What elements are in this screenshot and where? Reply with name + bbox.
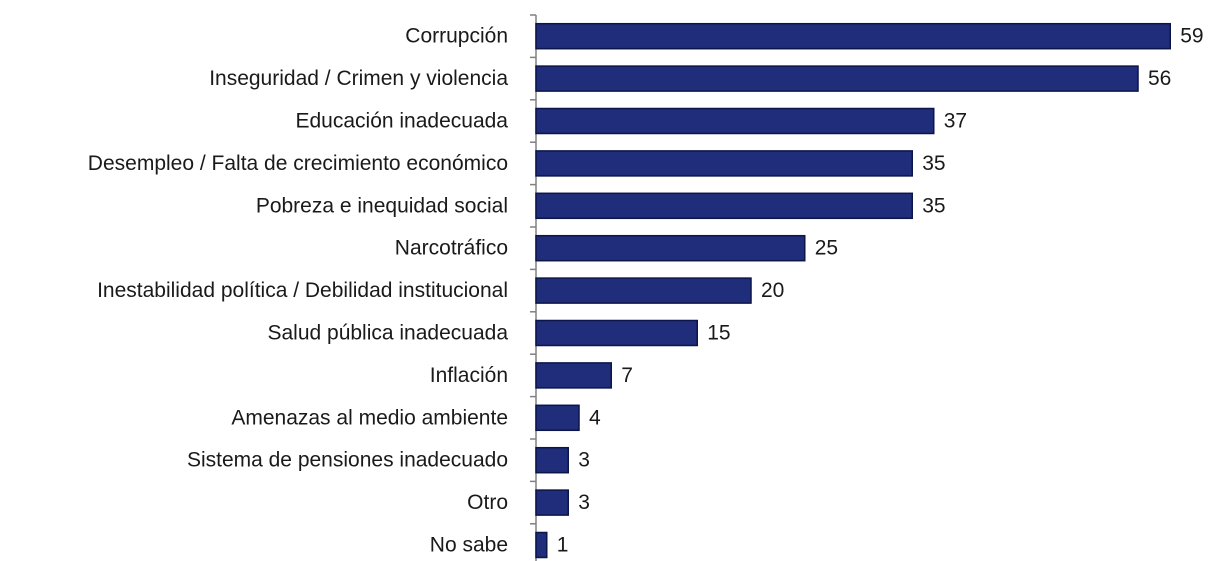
bar [535,65,1139,92]
category-label: Inseguridad / Crimen y violencia [209,67,508,90]
bars [535,22,1171,559]
category-label: Narcotráfico [395,237,508,260]
category-labels: Corrupción Inseguridad / Crimen y violenc… [88,25,509,557]
bar [535,22,1171,50]
category-label: Salud pública inadecuada [267,322,508,345]
value-label: 35 [922,152,945,175]
category-label: Sistema de pensiones inadecuado [187,449,508,472]
bar [535,362,612,389]
value-label: 4 [589,406,601,429]
value-label: 56 [1148,67,1171,90]
value-label: 59 [1180,25,1203,48]
bar [535,446,569,474]
value-label: 35 [922,194,945,217]
value-label: 7 [621,364,633,387]
category-label: No sabe [430,534,508,557]
value-label: 20 [761,279,784,302]
value-label: 3 [578,491,590,514]
value-label: 1 [557,534,569,557]
category-label: Desempleo / Falta de crecimiento económi… [88,152,508,175]
value-label: 37 [944,110,967,133]
bar [535,319,698,347]
value-label: 15 [707,322,730,345]
bar [535,277,752,304]
category-label: Otro [467,491,508,514]
bar [535,234,806,262]
bar [535,489,569,516]
category-label: Educación inadecuada [295,110,508,133]
category-label: Amenazas al medio ambiente [231,406,508,429]
value-label: 3 [578,449,590,472]
category-label: Corrupción [405,25,508,48]
category-label: Inflación [430,364,508,387]
bar [535,107,935,135]
bar [535,404,580,432]
bar [535,531,548,559]
category-label: Inestabilidad política / Debilidad insti… [97,279,508,302]
bar [535,150,913,177]
bar [535,192,913,220]
category-label: Pobreza e inequidad social [256,194,508,217]
value-label: 25 [815,237,838,260]
category-axis-ticks [530,14,536,525]
